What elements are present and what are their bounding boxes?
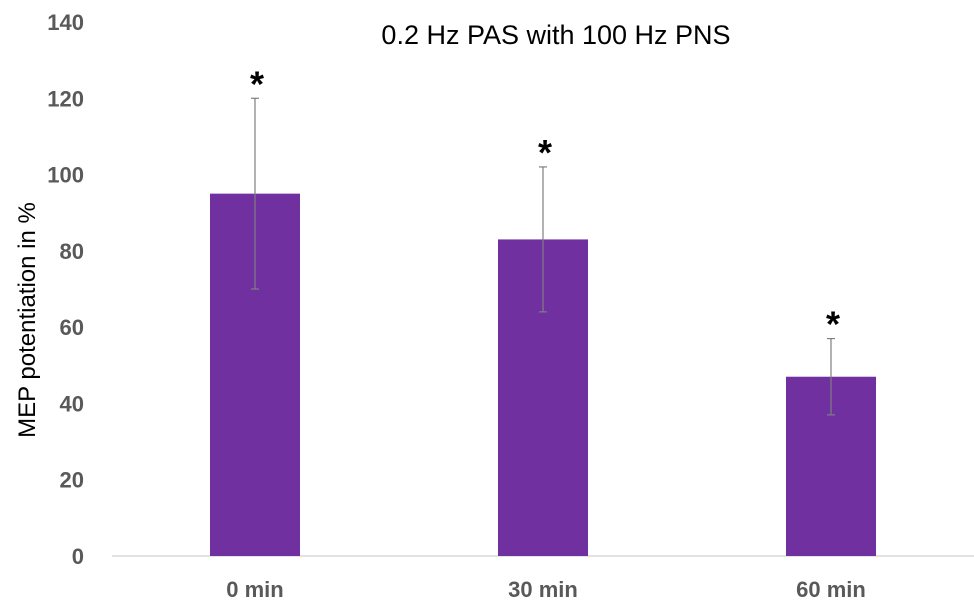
y-tick-label-140: 140 [47, 10, 84, 35]
x-tick-label-60-min: 60 min [796, 577, 866, 602]
y-tick-label-40: 40 [60, 391, 84, 416]
y-tick-label-100: 100 [47, 163, 84, 188]
error-bars [251, 97, 835, 416]
x-tick-label-30-min: 30 min [508, 577, 578, 602]
significance-star-0-min: * [250, 63, 264, 104]
y-tick-label-0: 0 [72, 544, 84, 569]
y-axis-title: MEP potentiation in % [14, 202, 41, 438]
y-axis-ticks: 0 20 40 60 80 100 120 140 [47, 10, 84, 569]
y-tick-label-20: 20 [60, 468, 84, 493]
significance-annotations: * * * [250, 63, 840, 344]
y-tick-label-80: 80 [60, 239, 84, 264]
significance-star-30-min: * [538, 132, 552, 173]
y-tick-label-60: 60 [60, 315, 84, 340]
y-tick-label-120: 120 [47, 86, 84, 111]
significance-star-60-min: * [826, 304, 840, 345]
x-axis-labels: 0 min 30 min 60 min [226, 577, 866, 602]
x-tick-label-0-min: 0 min [226, 577, 283, 602]
chart-title: 0.2 Hz PAS with 100 Hz PNS [381, 20, 730, 50]
